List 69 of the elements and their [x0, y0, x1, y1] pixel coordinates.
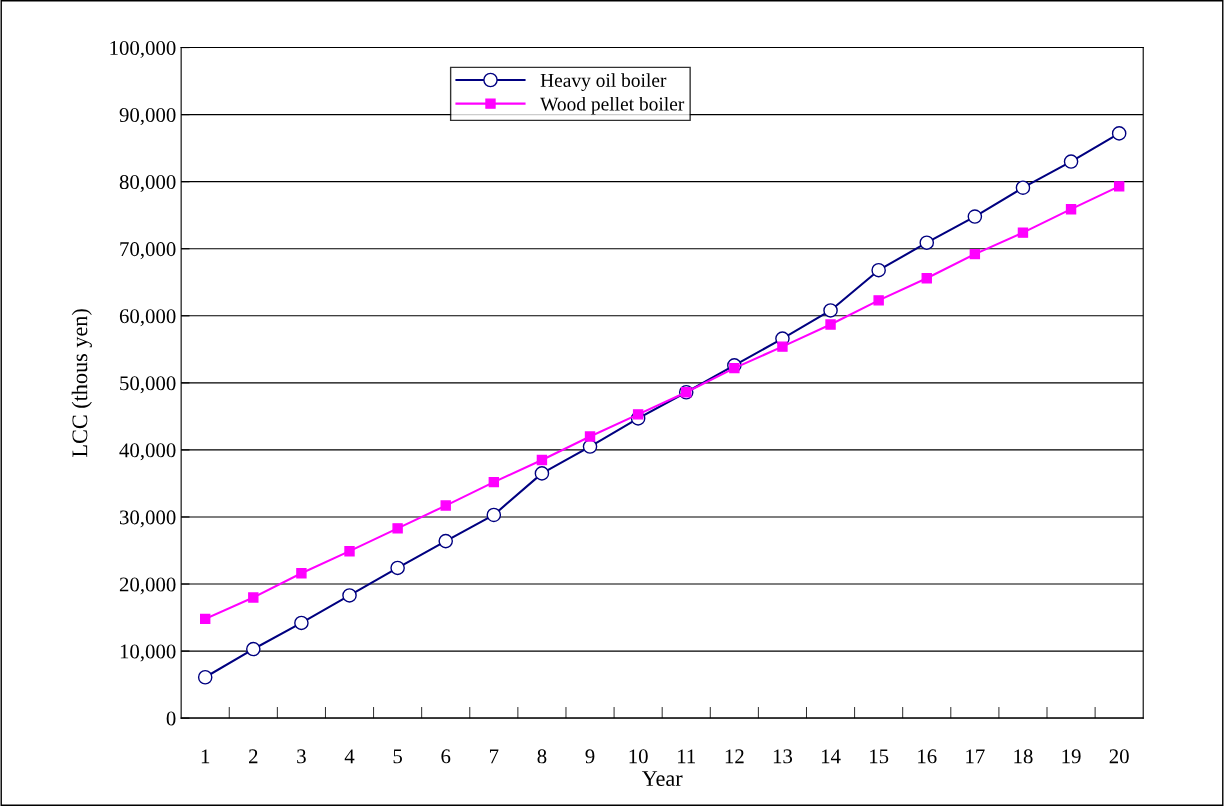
y-tick-label: 30,000	[120, 510, 176, 528]
point	[584, 431, 596, 442]
legend-label: Wood pellet boiler	[540, 96, 685, 115]
point	[248, 592, 259, 603]
point	[969, 248, 981, 260]
x-tick-label: 16	[918, 749, 937, 764]
x-tick-label: 3	[297, 749, 306, 764]
point	[296, 568, 307, 579]
y-tick-label: 70,000	[120, 242, 176, 260]
point	[729, 362, 740, 374]
x-tick-label: 8	[537, 749, 547, 764]
point	[438, 533, 454, 549]
point	[777, 341, 788, 352]
x-tick-label: 10	[629, 749, 648, 764]
point	[1063, 154, 1079, 169]
y-tick-label: 60,000	[119, 309, 176, 327]
point	[440, 500, 451, 511]
x-axis-title: Year	[641, 771, 683, 787]
y-tick-label: 10,000	[120, 644, 176, 662]
point	[534, 466, 550, 481]
point	[919, 235, 935, 250]
point	[825, 319, 836, 330]
x-tick-label: 1	[201, 749, 210, 764]
point	[246, 641, 261, 657]
x-tick-label: 9	[585, 749, 595, 764]
x-tick-label: 4	[344, 749, 355, 764]
x-tick-label: 14	[821, 749, 841, 764]
x-tick-label: 6	[441, 749, 451, 764]
x-tick-label: 5	[393, 749, 403, 764]
point	[823, 303, 838, 318]
point	[486, 507, 502, 523]
point	[536, 454, 548, 466]
point	[1111, 126, 1127, 141]
point	[199, 613, 211, 625]
point	[632, 409, 644, 420]
legend-label: Heavy oil boiler	[540, 73, 667, 91]
x-tick-label: 19	[1062, 749, 1081, 764]
point	[1017, 227, 1029, 238]
y-tick-label: 80,000	[119, 175, 176, 193]
point	[873, 295, 884, 306]
x-tick-label: 15	[870, 749, 889, 764]
point	[390, 560, 405, 576]
point	[342, 588, 357, 603]
point	[921, 273, 932, 284]
point	[967, 209, 983, 224]
point	[1015, 180, 1031, 196]
x-tick-label: 20	[1109, 749, 1129, 764]
y-axis-title: LCC (thous yen)	[71, 309, 92, 457]
x-tick-label: 17	[966, 749, 985, 764]
point	[294, 615, 309, 631]
y-tick-label: 90,000	[119, 107, 176, 126]
x-tick-label: 11	[678, 749, 696, 764]
y-tick-label: 0	[166, 711, 176, 726]
point	[197, 669, 213, 685]
x-tick-label: 7	[489, 749, 499, 764]
point	[344, 545, 355, 557]
x-tick-label: 13	[773, 749, 793, 764]
x-tick-label: 18	[1014, 749, 1033, 764]
x-tick-label: 2	[249, 749, 258, 764]
y-tick-label: 20,000	[119, 577, 176, 595]
point	[871, 262, 886, 278]
x-tick-label: 12	[725, 749, 744, 764]
y-tick-label: 40,000	[119, 443, 176, 461]
point	[1113, 181, 1125, 192]
point	[392, 523, 403, 534]
point	[488, 476, 500, 488]
y-tick-label: 50,000	[120, 376, 176, 394]
y-tick-label: 100,000	[110, 40, 176, 58]
point	[1065, 203, 1077, 215]
